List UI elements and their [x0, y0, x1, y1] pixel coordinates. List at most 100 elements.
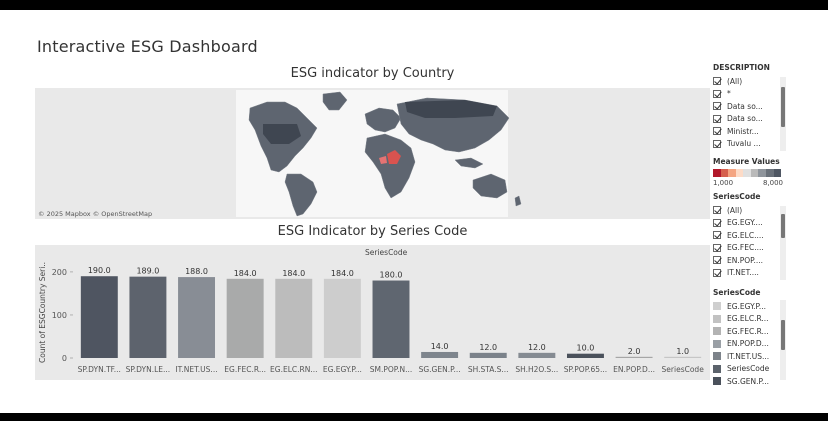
seriescode-color-legend: SeriesCode EG.EGY.P... EG.ELC.R... EG.FEC.… — [713, 288, 786, 388]
legend-item[interactable]: SG.GEN.P... — [713, 375, 786, 388]
checkbox-icon[interactable] — [713, 268, 721, 277]
color-scale-step — [720, 169, 729, 177]
bar[interactable] — [372, 280, 410, 358]
bar-value-label: 188.0 — [185, 267, 208, 276]
checkbox-icon[interactable] — [713, 102, 721, 111]
legend-item[interactable]: EG.EGY.P... — [713, 300, 786, 313]
bar[interactable] — [80, 276, 118, 358]
x-tick-label: SG.GEN.P... — [419, 365, 461, 374]
seriescode-filter-item[interactable]: EG.FEC.... — [713, 242, 786, 255]
seriescode-filter-item[interactable]: (All) — [713, 204, 786, 217]
bar[interactable] — [518, 352, 556, 358]
bar-value-label: 12.0 — [528, 343, 546, 352]
bar[interactable] — [566, 353, 604, 358]
seriescode-scrollbar[interactable] — [780, 206, 786, 280]
x-tick-label: SP.DYN.LE... — [126, 365, 171, 374]
seriescode-filter-item-label: IT.NET.... — [727, 268, 759, 278]
checkbox-icon[interactable] — [713, 77, 721, 86]
australia-shape — [472, 173, 508, 199]
bar-chart-title: ESG Indicator by Series Code — [277, 224, 468, 239]
checkbox-icon[interactable] — [713, 139, 721, 148]
scrollbar-thumb[interactable] — [781, 214, 785, 238]
checkbox-icon[interactable] — [713, 256, 721, 265]
y-tick-label: 200 — [52, 268, 67, 277]
legend-item[interactable]: EG.FEC.R... — [713, 325, 786, 338]
checkbox-icon[interactable] — [713, 218, 721, 227]
legend-scrollbar[interactable] — [780, 300, 786, 380]
description-filter-item[interactable]: Ministr... — [713, 125, 786, 138]
checkbox-icon[interactable] — [713, 231, 721, 240]
bar[interactable] — [323, 278, 361, 358]
seriescode-filter-item-label: EG.FEC.... — [727, 243, 764, 253]
bar[interactable] — [129, 276, 167, 358]
color-scale-step — [773, 169, 782, 177]
map-attribution[interactable]: © 2025 Mapbox © OpenStreetMap — [38, 210, 153, 218]
legend-item[interactable]: EG.ELC.R... — [713, 313, 786, 326]
description-filter-item[interactable]: Tuvalu ... — [713, 138, 786, 151]
bar[interactable] — [226, 278, 264, 358]
color-scale-step — [750, 169, 759, 177]
scrollbar-thumb[interactable] — [781, 320, 785, 350]
bar[interactable] — [178, 277, 216, 358]
usa-shape — [263, 124, 301, 144]
x-tick-label: SH.STA.S... — [468, 365, 509, 374]
legend-item[interactable]: SeriesCode — [713, 363, 786, 376]
legend-item[interactable]: IT.NET.US... — [713, 350, 786, 363]
x-tick-label: EG.EGY.P... — [323, 365, 362, 374]
measure-values-legend: Measure Values 1,000 8,000 — [713, 157, 786, 187]
description-filter-title: DESCRIPTION — [713, 63, 770, 72]
description-filter-item-label: Tuvalu ... — [727, 139, 761, 149]
bar[interactable] — [421, 351, 459, 358]
checkbox-icon[interactable] — [713, 243, 721, 252]
bar[interactable] — [664, 356, 702, 358]
highlighted-country-shape-2 — [379, 156, 387, 164]
bar-chart-panel[interactable]: SeriesCode Count of ESGCountry Seri.. 0 1… — [35, 245, 710, 380]
bar-value-label: 184.0 — [234, 269, 257, 278]
measure-values-title: Measure Values — [713, 157, 780, 166]
bar-value-label: 2.0 — [628, 347, 641, 356]
seriescode-filter-item-label: EG.EGY.... — [727, 218, 763, 228]
legend-swatch — [713, 339, 721, 348]
bar-value-label: 184.0 — [282, 269, 305, 278]
checkbox-icon[interactable] — [713, 89, 721, 98]
description-scrollbar[interactable] — [780, 77, 786, 151]
legend-swatch — [713, 352, 721, 361]
seriescode-filter-item[interactable]: EG.EGY.... — [713, 217, 786, 230]
world-map[interactable] — [35, 88, 710, 219]
bar-value-label: 1.0 — [676, 347, 689, 356]
seriescode-filter-list[interactable]: (All) EG.EGY.... EG.ELC.... EG.FEC.... EN.PO… — [713, 204, 786, 279]
checkbox-icon[interactable] — [713, 114, 721, 123]
description-filter: DESCRIPTION (All) * Data so... Data so... Mi… — [713, 63, 786, 151]
y-tick-label: 100 — [52, 311, 67, 320]
map-panel[interactable]: © 2025 Mapbox © OpenStreetMap — [35, 88, 710, 219]
legend-item[interactable]: EN.POP.D... — [713, 338, 786, 351]
seriescode-filter-title: SeriesCode — [713, 192, 761, 201]
bar[interactable] — [469, 352, 507, 358]
description-filter-list[interactable]: (All) * Data so... Data so... Ministr... Tuva… — [713, 75, 786, 150]
x-tick-label: IT.NET.US... — [175, 365, 217, 374]
indonesia-shape — [454, 157, 484, 169]
seriescode-filter-item[interactable]: IT.NET.... — [713, 267, 786, 280]
description-filter-item[interactable]: Data so... — [713, 100, 786, 113]
seriescode-filter-item[interactable]: EG.ELC.... — [713, 229, 786, 242]
bar[interactable] — [275, 278, 313, 358]
new-zealand-shape — [514, 195, 522, 207]
description-filter-item[interactable]: Data so... — [713, 113, 786, 126]
seriescode-filter-item-label: EN.POP.... — [727, 255, 764, 265]
bar-value-label: 184.0 — [331, 269, 354, 278]
legend-min: 1,000 — [713, 179, 734, 187]
checkbox-icon[interactable] — [713, 206, 721, 215]
bar[interactable] — [615, 356, 653, 358]
legend-swatch — [713, 327, 721, 336]
legend-item-label: EG.ELC.R... — [727, 314, 769, 324]
scrollbar-thumb[interactable] — [781, 87, 785, 127]
legend-swatch — [713, 314, 721, 323]
checkbox-icon[interactable] — [713, 127, 721, 136]
legend-max: 8,000 — [762, 179, 783, 187]
seriescode-filter-item[interactable]: EN.POP.... — [713, 254, 786, 267]
bottom-border — [0, 413, 828, 421]
description-filter-item[interactable]: (All) — [713, 75, 786, 88]
description-filter-item[interactable]: * — [713, 88, 786, 101]
x-tick-label: SH.H2O.S... — [515, 365, 558, 374]
